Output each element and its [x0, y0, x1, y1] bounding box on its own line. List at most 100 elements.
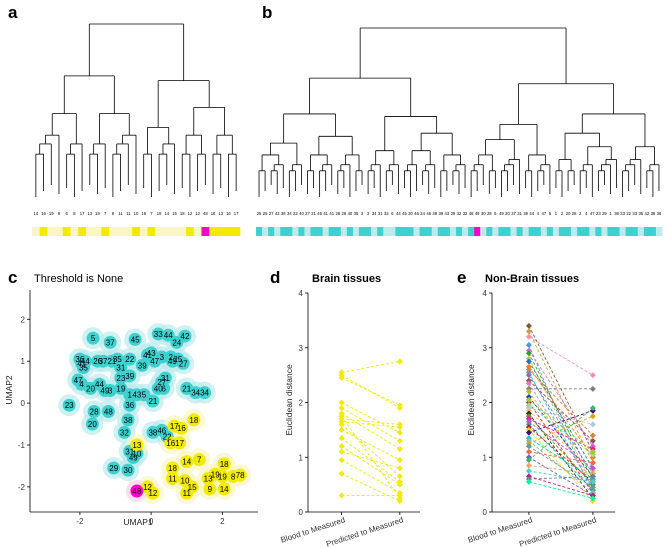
pair-point [338, 421, 345, 428]
leaf-label: 48 [203, 211, 208, 216]
leaf-label: 39 [523, 211, 528, 216]
umap-point [146, 394, 160, 408]
umap-point [123, 352, 137, 366]
leaf-label: 19 [95, 211, 100, 216]
leaf-label: 16 [41, 211, 46, 216]
umap-point [87, 404, 101, 418]
umap-point-label: 29 [109, 464, 118, 473]
leaf-label: 32 [457, 211, 462, 216]
leaf-label: 49 [499, 211, 504, 216]
umap-point-label: 14 [220, 485, 229, 494]
umap-point-label: 8 [231, 472, 236, 481]
leaf-label: 37 [511, 211, 516, 216]
pair-point [589, 372, 596, 379]
leaf-label: 16 [211, 211, 216, 216]
umap-point-label: 21 [107, 357, 116, 366]
pair-point [589, 404, 596, 411]
umap-point-label: 30 [124, 466, 133, 475]
umap-point [158, 371, 172, 385]
pair-line [528, 475, 593, 480]
leaf-label: 38 [432, 211, 437, 216]
cluster-bar-cell [407, 227, 414, 236]
cluster-bar-cell [619, 227, 626, 236]
cluster-bar-cell [655, 227, 663, 236]
leaf-label: 40 [299, 211, 304, 216]
leaf-label: 24 [420, 211, 425, 216]
leaf-label: 18 [157, 211, 162, 216]
umap-y-tick-label: 0 [21, 399, 26, 408]
cluster-bar-cell [413, 227, 420, 236]
leaf-label: 19 [49, 211, 54, 216]
leaf-label: 6 [65, 211, 68, 216]
umap-point-label: 38 [124, 416, 133, 425]
cluster-bar-cell [504, 227, 511, 236]
cluster-bar-cell [280, 227, 287, 236]
leaf-label: 25 [263, 211, 268, 216]
umap-x-tick-label: -2 [76, 517, 84, 526]
leaf-label: 34 [372, 211, 377, 216]
umap-point-label: 15 [188, 483, 197, 492]
pair-point [525, 456, 532, 463]
umap-point [85, 417, 99, 431]
pair-point [396, 473, 403, 480]
pair-point [589, 432, 596, 439]
umap-x-tick-label: 2 [220, 517, 225, 526]
pair-line [528, 336, 594, 376]
leaf-label: 17 [234, 211, 239, 216]
cluster-bar-cell [93, 227, 102, 236]
umap-y-tick-label: 2 [21, 315, 26, 324]
pair-line [341, 429, 401, 461]
cluster-bar-cell [449, 227, 457, 236]
cluster-bar-cell [55, 227, 64, 236]
leaf-label: 32 [463, 211, 468, 216]
umap-point [203, 482, 217, 496]
pair-line [528, 361, 594, 469]
leaf-label: 28 [487, 211, 492, 216]
umap-point-label: 42 [181, 332, 190, 341]
leaf-label: 38 [614, 211, 619, 216]
umap-point [157, 381, 171, 395]
pair-line [341, 418, 400, 425]
leaf-label: 11 [126, 211, 131, 216]
pair-point [589, 459, 596, 466]
umap-point-label: 22 [163, 433, 172, 442]
umap-point [101, 404, 115, 418]
umap-point [217, 457, 231, 471]
pair-line [341, 413, 401, 450]
pair-point [525, 396, 532, 403]
leaf-label: 42 [645, 211, 650, 216]
dendrogram-a [35, 23, 237, 197]
leaf-label: 33 [632, 211, 637, 216]
leaf-label: 21 [311, 211, 316, 216]
umap-xlabel: UMAP1 [123, 517, 153, 527]
umap-point-label: 19 [218, 472, 227, 481]
umap-point-label: 40 [154, 384, 163, 393]
cluster-bar-b [256, 227, 663, 236]
umap-point-label: 49 [129, 454, 138, 463]
umap-point [198, 386, 212, 400]
cluster-bar-cell [32, 227, 41, 236]
umap-point-label: 47 [74, 376, 83, 385]
umap-point [135, 358, 149, 372]
pair-line [341, 451, 400, 469]
leaf-label: 5 [549, 211, 552, 216]
umap-point-label: 10 [132, 449, 141, 458]
pair-point [589, 465, 596, 472]
umap-point-label: 44 [95, 380, 104, 389]
pair-line [341, 377, 401, 406]
y-tick-label: 0 [299, 508, 304, 517]
pair-line [528, 440, 594, 494]
pair-point [525, 366, 532, 373]
pair-line [341, 424, 401, 477]
pair-point [589, 448, 596, 455]
pair-line [528, 383, 594, 488]
cluster-bar-cell [401, 227, 408, 236]
umap-point-label: 12 [143, 483, 152, 492]
pair-point [589, 385, 596, 392]
umap-y-tick-label: 1 [21, 357, 26, 366]
leaf-label: 18 [180, 211, 185, 216]
umap-point-label: 36 [125, 401, 134, 410]
pair-point [525, 418, 532, 425]
leaf-label: 36 [657, 211, 662, 216]
